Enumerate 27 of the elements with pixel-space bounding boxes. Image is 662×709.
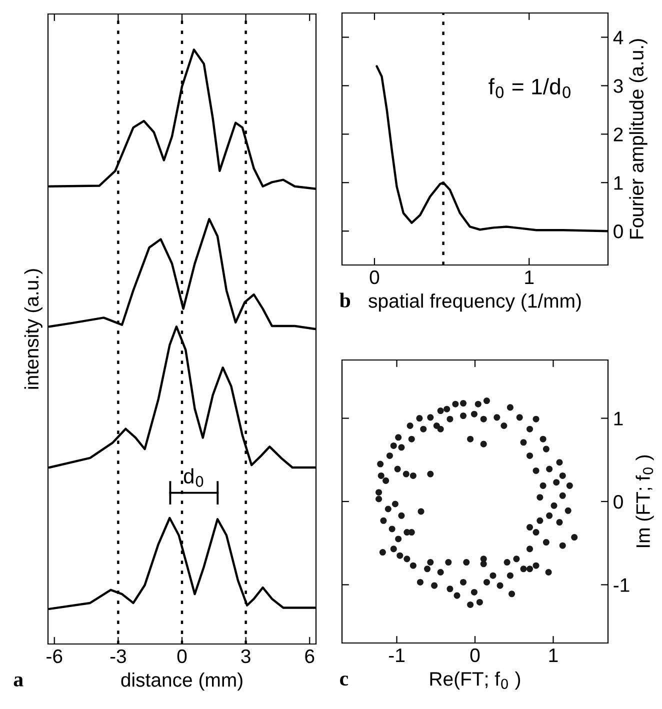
x-axis-title: Re(FT; f$_{0}$ ): [430, 672, 520, 690]
y2-tick-label: 1: [614, 412, 623, 426]
annotation: f$_{0}$ = 1/d$_{0}$: [488, 78, 570, 98]
y2-tick-label: -1: [614, 578, 630, 592]
text: b: [340, 292, 350, 308]
annotation: d$_{0}$: [184, 468, 204, 487]
y-axis-title: intensity (a.u.): [24, 269, 42, 389]
x-tick-label: -1: [388, 648, 404, 662]
x-tick-label: 6: [305, 649, 314, 664]
x-tick-label: -6: [46, 649, 62, 664]
y2-tick-label: 0: [614, 224, 623, 238]
y2-tick-label: 3: [614, 79, 623, 93]
x-tick-label: -3: [110, 649, 126, 664]
y2-axis-title: Im (FT; f$_{0}$ ): [636, 455, 654, 548]
x-tick-label: 0: [470, 648, 480, 662]
x-axis-title: distance (mm): [121, 672, 242, 691]
text: a: [14, 676, 24, 686]
x-tick-label: 3: [241, 649, 250, 664]
y2-tick-label: 2: [614, 128, 623, 142]
y2-tick-label: 4: [613, 30, 624, 44]
x-axis-title: spatial frequency (1/mm): [368, 294, 581, 312]
y2-tick-label: 1: [614, 176, 623, 190]
y2-tick-label: 0: [614, 494, 623, 509]
text: c: [340, 676, 348, 686]
y2-axis-title: Fourier amplitude (a.u.): [629, 39, 648, 238]
x-tick-label: 0: [177, 649, 187, 664]
x-tick-label: 1: [549, 648, 558, 662]
